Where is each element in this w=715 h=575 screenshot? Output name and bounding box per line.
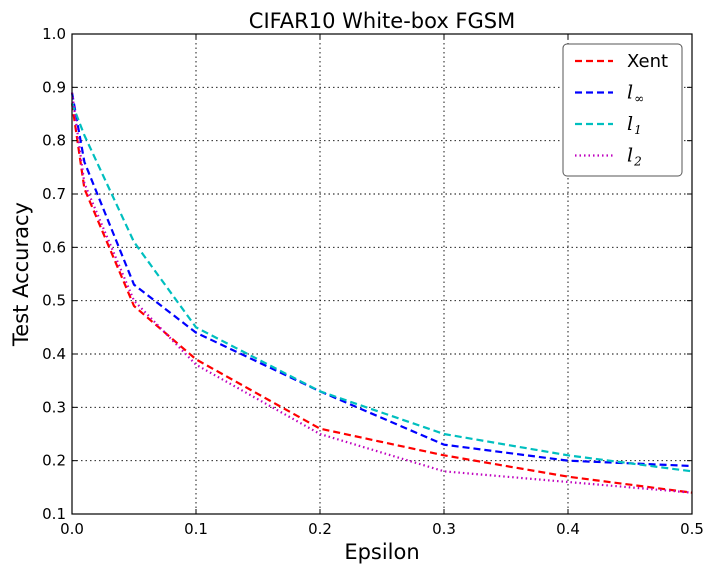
grid: [72, 34, 692, 514]
y-tick-label: 0.8: [42, 132, 66, 150]
y-tick-label: 0.5: [42, 292, 66, 310]
y-tick-label: 0.9: [42, 78, 66, 96]
x-tick-label: 0.4: [556, 520, 580, 538]
y-tick-label: 0.2: [42, 452, 66, 470]
legend-box: [562, 43, 683, 177]
axis-ticks: 0.0 0.1 0.2 0.3 0.4 0.50.10.20.30.40.50.60.70…: [42, 25, 704, 538]
series-line-l2: [70, 92, 693, 494]
y-tick-label: 0.6: [42, 238, 66, 256]
legend-label: Xent: [627, 51, 668, 72]
y-tick-label: 0.1: [42, 505, 66, 523]
x-tick-label: 0.1: [184, 520, 208, 538]
legend-label: l2: [627, 145, 642, 169]
series-line-l1: [70, 102, 693, 473]
series-line-Xent: [70, 103, 693, 494]
legend: Xent l∞ l1 l2: [562, 43, 683, 177]
axes-frame: [71, 33, 693, 515]
plot-area: [70, 92, 693, 494]
y-tick-label: 0.4: [42, 345, 66, 363]
legend-label: l∞: [627, 82, 644, 106]
legend-label: l1: [627, 113, 642, 137]
x-axis-label: Epsilon: [344, 540, 419, 564]
x-tick-label: 0.2: [308, 520, 332, 538]
series-line-l: [70, 92, 693, 468]
x-tick-label: 0.5: [680, 520, 704, 538]
chart-title: CIFAR10 White-box FGSM: [249, 9, 515, 33]
y-tick-label: 0.3: [42, 398, 66, 416]
x-tick-label: 0.3: [432, 520, 456, 538]
x-tick-label: 0.0: [60, 520, 84, 538]
y-tick-label: 1.0: [42, 25, 66, 43]
y-axis-label: Test Accuracy: [9, 202, 33, 347]
y-tick-label: 0.7: [42, 185, 66, 203]
